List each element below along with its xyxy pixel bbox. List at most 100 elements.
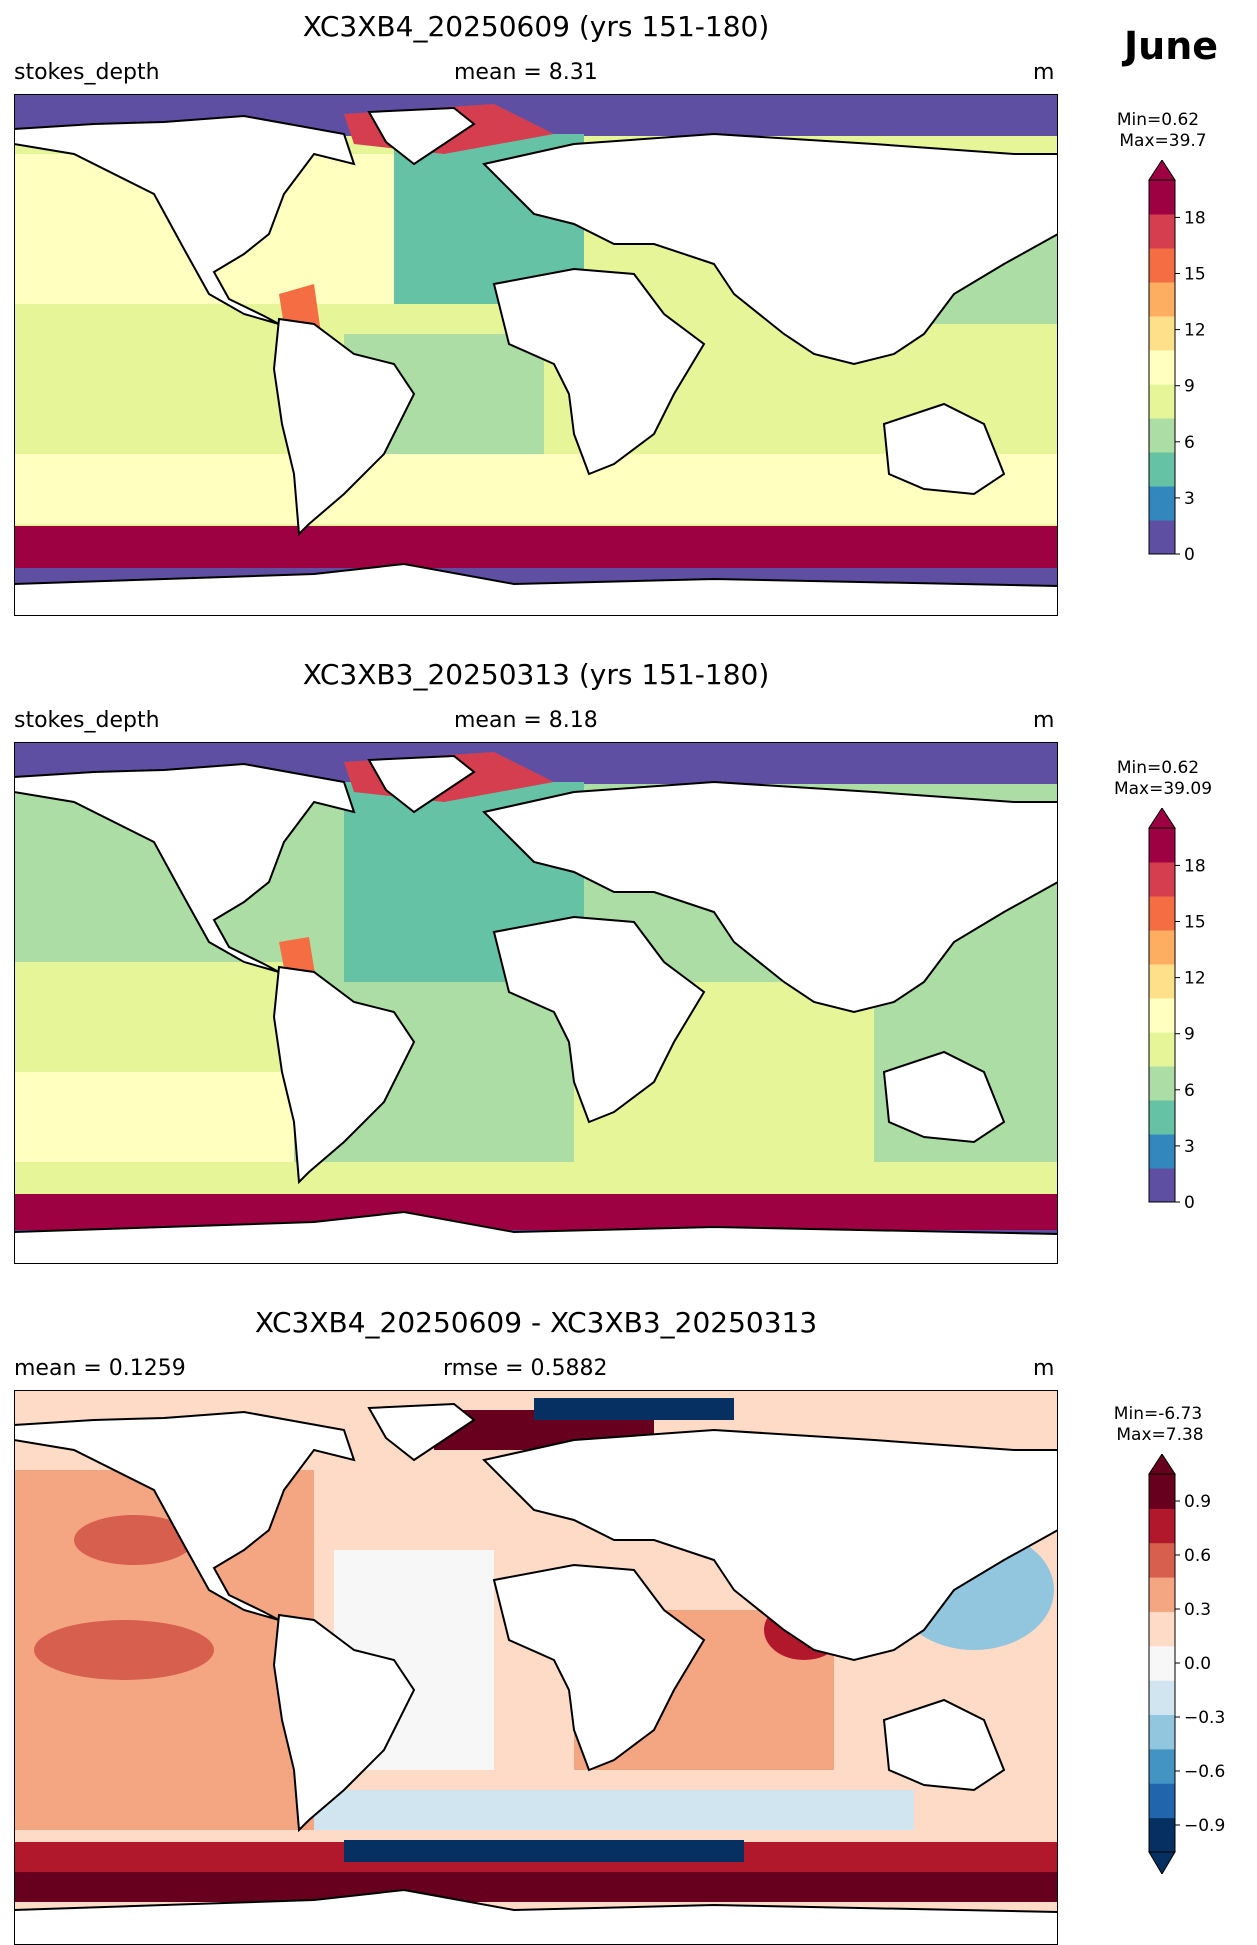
panel-2-tropics — [14, 962, 294, 1072]
colorbar-tick-label: −0.3 — [1184, 1708, 1225, 1728]
colorbar-segment — [1149, 1680, 1175, 1716]
colorbar-segment — [1149, 452, 1175, 487]
panel-2-north-america — [14, 762, 356, 973]
colorbar-segment — [1149, 520, 1175, 555]
colorbar-segment — [1149, 214, 1175, 249]
panel-1-antarctica — [14, 562, 1058, 616]
panel-2-southern-mid — [14, 1162, 1058, 1194]
colorbar-tick-label: 12 — [1184, 321, 1206, 341]
panel-3-map — [14, 1390, 1058, 1945]
colorbar-tick-label: −0.9 — [1184, 1816, 1225, 1836]
panel-1-mean-label: mean = 8.31 — [454, 60, 598, 85]
panel-1-eurasia — [482, 132, 1058, 366]
colorbar-tick-label: 15 — [1184, 913, 1206, 933]
colorbar-tick-label: 18 — [1184, 856, 1206, 876]
colorbar-segment — [1149, 896, 1175, 931]
colorbar-frame — [1148, 827, 1176, 1203]
panel-1-map — [14, 94, 1058, 616]
panel-3-title: XC3XB4_20250609 - XC3XB3_20250313 — [254, 1306, 818, 1339]
colorbar-segment — [1149, 282, 1175, 317]
colorbar-tick-label: −0.6 — [1184, 1762, 1225, 1782]
panel-1-north-america — [14, 114, 356, 325]
colorbar-segment — [1149, 486, 1175, 521]
panel-1-max-label: Max=39.7 — [1119, 131, 1207, 151]
colorbar-segment — [1149, 1542, 1175, 1578]
panel-1-southern-band — [14, 526, 1058, 568]
panel-1-south-america — [272, 317, 416, 537]
colorbar-tick-label: 12 — [1184, 969, 1206, 989]
panel-3-eurasia — [482, 1428, 1058, 1662]
colorbar-max-extend — [1148, 160, 1176, 181]
month-label: June — [1124, 24, 1219, 68]
colorbar-segment — [1149, 1168, 1175, 1203]
panel-2-mean-label: mean = 8.18 — [454, 708, 598, 733]
colorbar-segment — [1149, 1134, 1175, 1169]
panel-1-min-label: Min=0.62 — [1116, 110, 1200, 130]
panel-3-southern-cool — [314, 1790, 914, 1830]
colorbar-max-extend — [1148, 808, 1176, 829]
panel-1-southern-mid — [14, 454, 1058, 524]
panel-2-title: XC3XB3_20250313 (yrs 151-180) — [302, 658, 770, 691]
panel-3-north-america — [14, 1410, 356, 1621]
colorbar-tick-label: 15 — [1184, 265, 1206, 285]
panel-3-southern-dark-band — [14, 1872, 1058, 1902]
panel-1-colorbar: 0 3 6 9 12 15 18 — [1148, 160, 1206, 560]
colorbar-max-extend — [1148, 1454, 1176, 1475]
colorbar-segment — [1149, 1611, 1175, 1647]
colorbar-tick-label: 0.3 — [1184, 1600, 1211, 1620]
colorbar-min-extend — [1148, 1851, 1176, 1874]
panel-2-africa — [492, 915, 706, 1124]
colorbar-segment — [1149, 862, 1175, 897]
colorbar-segment — [1149, 964, 1175, 999]
panel-2-units-label: m — [1033, 708, 1055, 733]
colorbar-segment — [1149, 418, 1175, 453]
colorbar-segment — [1149, 1748, 1175, 1784]
colorbar-segment — [1149, 180, 1175, 215]
colorbar-tick-label: 0.9 — [1184, 1492, 1211, 1512]
panel-2-greenland — [367, 754, 476, 814]
panel-2-map — [14, 742, 1058, 1264]
panel-3-colorbar: −0.9 −0.6 −0.3 0.0 0.3 0.6 0.9 — [1148, 1454, 1225, 1874]
panel-3-arctic-cool — [534, 1398, 734, 1420]
colorbar-segment — [1149, 316, 1175, 351]
panel-3-south-america — [272, 1613, 416, 1833]
colorbar-tick-label: 18 — [1184, 208, 1206, 228]
colorbar-tick-label: 9 — [1184, 1025, 1195, 1045]
colorbar-frame — [1148, 179, 1176, 555]
colorbar-segment — [1149, 1066, 1175, 1101]
colorbar-segment — [1149, 930, 1175, 965]
panel-1-greenland — [367, 106, 476, 166]
colorbar-tick-label: 0.0 — [1184, 1654, 1211, 1674]
panel-1-africa — [492, 267, 706, 476]
panel-1-variable-label: stokes_depth — [14, 60, 160, 85]
panel-3-pacific-hotspot-1 — [74, 1515, 194, 1565]
colorbar-segment — [1149, 998, 1175, 1033]
panel-2-min-label: Min=0.62 — [1116, 758, 1200, 778]
colorbar-segment — [1149, 384, 1175, 419]
colorbar-tick-label: 9 — [1184, 377, 1195, 397]
panel-3-greenland — [367, 1402, 476, 1462]
colorbar-segment — [1149, 1645, 1175, 1681]
panel-2-antarctica — [14, 1210, 1058, 1264]
colorbar-tick-label: 0.6 — [1184, 1546, 1211, 1566]
colorbar-segment — [1149, 350, 1175, 385]
panel-3-rmse-label: rmse = 0.5882 — [443, 1356, 608, 1381]
colorbar-segment — [1149, 1100, 1175, 1135]
colorbar-tick-label: 6 — [1184, 433, 1195, 453]
panel-2-max-label: Max=39.09 — [1113, 779, 1213, 799]
panel-3-australia — [882, 1698, 1006, 1792]
panel-3-southern-cool-band — [344, 1840, 744, 1862]
colorbar-segment — [1149, 828, 1175, 863]
panel-3-max-label: Max=7.38 — [1116, 1425, 1204, 1445]
panel-3-africa — [492, 1563, 706, 1772]
colorbar-segment — [1149, 1817, 1175, 1853]
colorbar-segment — [1149, 1783, 1175, 1819]
panel-2-australia — [882, 1050, 1006, 1144]
panel-1-australia — [882, 402, 1006, 496]
panel-1-title: XC3XB4_20250609 (yrs 151-180) — [302, 10, 770, 43]
colorbar-tick-label: 6 — [1184, 1081, 1195, 1101]
colorbar-segment — [1149, 1577, 1175, 1612]
colorbar-tick-label: 3 — [1184, 489, 1195, 509]
colorbar-tick-label: 0 — [1184, 545, 1195, 560]
colorbar-segment — [1149, 1508, 1175, 1544]
